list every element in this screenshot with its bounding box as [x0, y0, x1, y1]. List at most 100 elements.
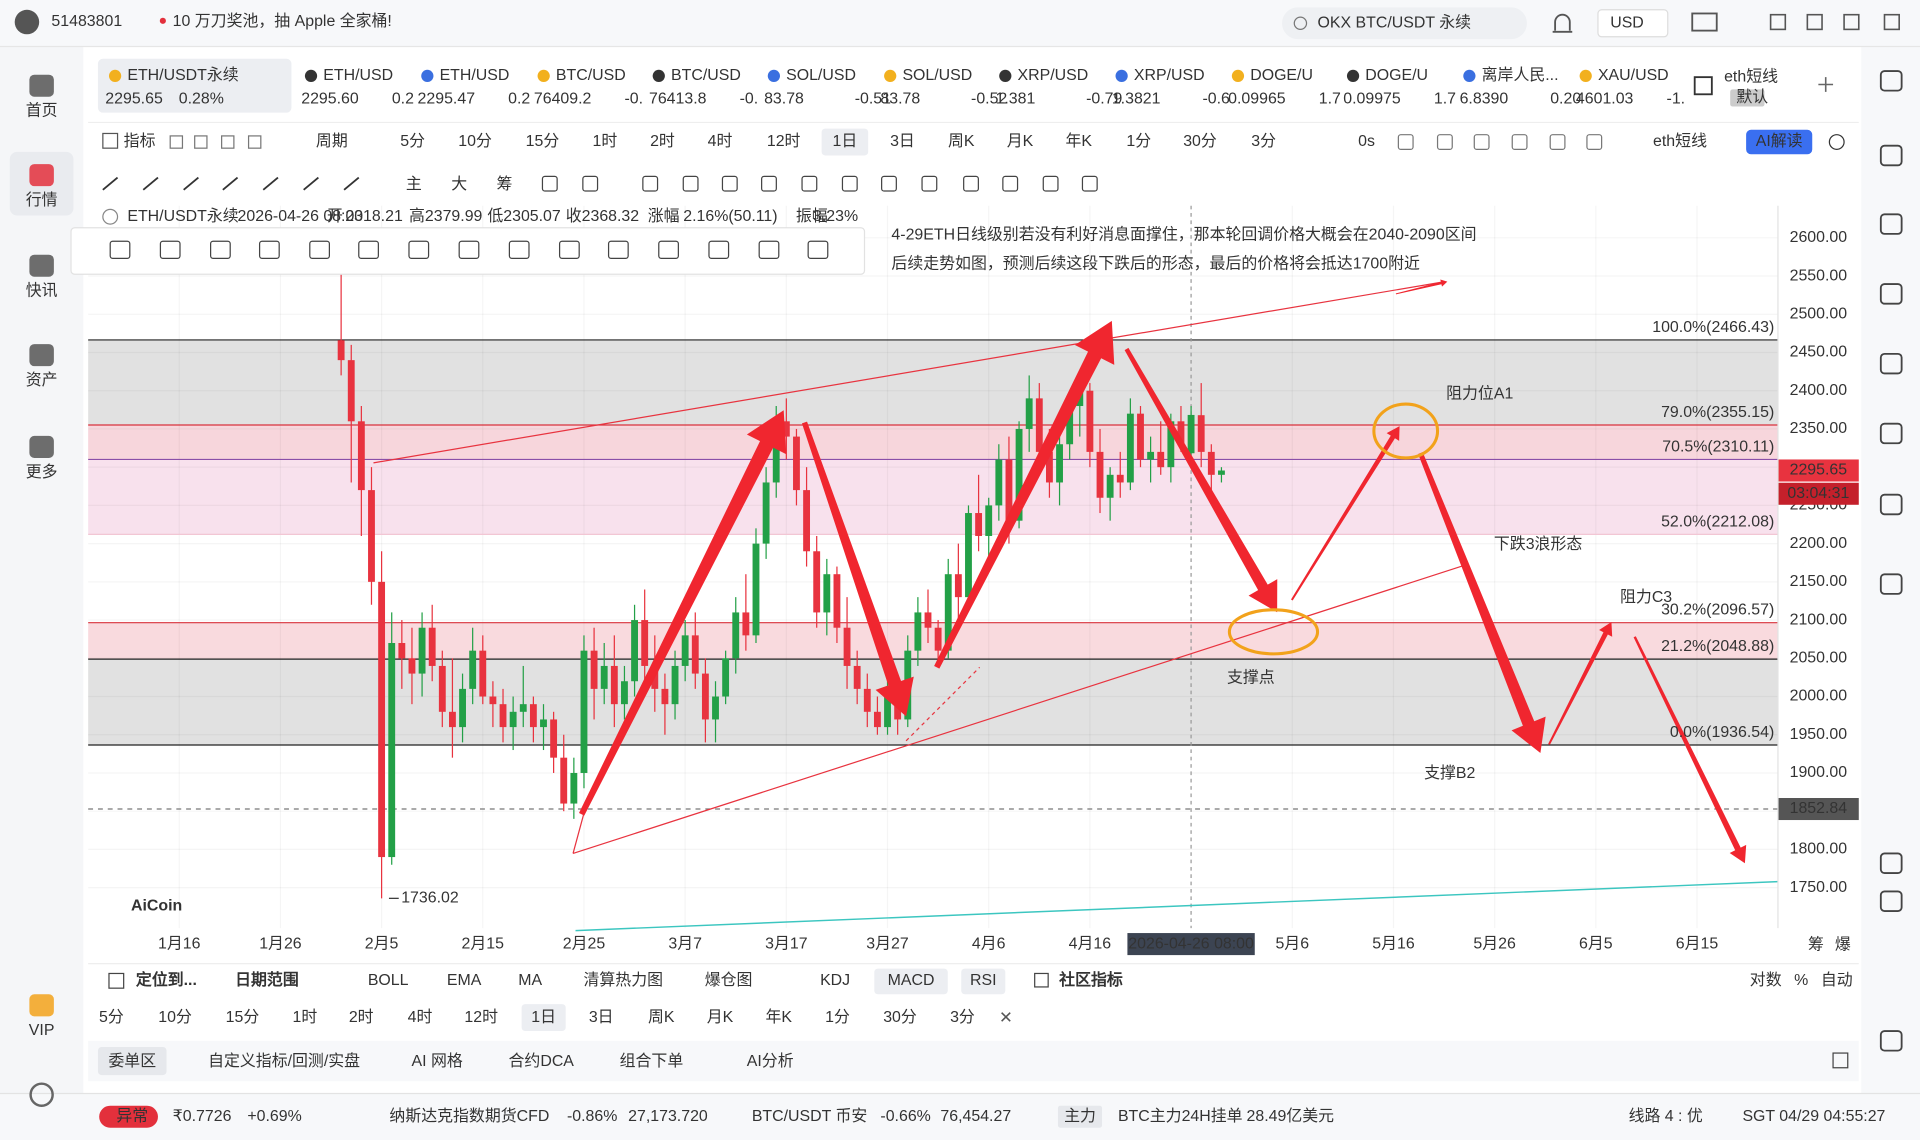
interval-button[interactable]: 1日: [531, 1009, 556, 1026]
draw-tool-icon[interactable]: [761, 175, 777, 192]
interval-button[interactable]: 10分: [458, 132, 492, 150]
side-tool-icon[interactable]: [1879, 213, 1903, 235]
corner-tab[interactable]: 筹: [1808, 936, 1824, 954]
float-tool-icon[interactable]: [258, 240, 280, 259]
interval-button[interactable]: 月K: [707, 1009, 734, 1026]
indicator-toggle[interactable]: 爆仓图: [705, 970, 753, 989]
draw-tool-text[interactable]: 大: [451, 175, 467, 193]
close-icon[interactable]: [1001, 1012, 1011, 1022]
window-control[interactable]: [1883, 13, 1900, 31]
interval-button[interactable]: 5分: [99, 1008, 124, 1026]
draw-tool-icon[interactable]: [102, 176, 119, 191]
draw-tool-text[interactable]: 主: [406, 175, 422, 193]
indicator-toggle[interactable]: MA: [518, 972, 542, 989]
interval-button[interactable]: 30分: [1183, 132, 1217, 150]
side-tool-icon[interactable]: [1879, 352, 1903, 375]
ai-button-bg[interactable]: [1746, 129, 1813, 155]
ticker-name[interactable]: DOGE/U: [1365, 67, 1428, 84]
draw-tool-icon[interactable]: [222, 176, 239, 191]
bottom-tab[interactable]: 合约DCA: [509, 1052, 575, 1070]
interval-button[interactable]: 1日: [833, 133, 858, 150]
interval-button[interactable]: 5分: [400, 132, 425, 150]
side-tool-icon[interactable]: [1879, 422, 1903, 445]
share-icon[interactable]: [1828, 134, 1845, 150]
float-tool-icon[interactable]: [807, 240, 829, 259]
interval-button[interactable]: 3日: [589, 1009, 614, 1026]
side-tool-icon[interactable]: [1879, 144, 1903, 167]
ticker-name[interactable]: DOGE/U: [1250, 67, 1313, 84]
side-tool-icon[interactable]: [1879, 70, 1903, 92]
float-tool-icon[interactable]: [210, 240, 231, 259]
indicator-toggle[interactable]: MACD: [888, 972, 935, 989]
float-tool-icon[interactable]: [358, 240, 379, 259]
info-toggle[interactable]: [102, 208, 119, 225]
draw-tool-icon[interactable]: [841, 175, 858, 192]
draw-tool-icon[interactable]: [1081, 175, 1098, 192]
interval-button[interactable]: 2时: [349, 1008, 374, 1026]
interval-button[interactable]: 1时: [593, 132, 618, 150]
side-tool-icon[interactable]: [1879, 573, 1903, 595]
float-tool-icon[interactable]: [109, 240, 131, 259]
interval-button[interactable]: 12时: [767, 132, 801, 150]
ticker-name[interactable]: ETH/USDT永续: [127, 66, 238, 84]
interval-button[interactable]: 3分: [1251, 132, 1276, 150]
interval-button[interactable]: 周K: [948, 133, 975, 150]
interval-button[interactable]: 15分: [526, 132, 560, 150]
interval-button[interactable]: 12时: [464, 1008, 498, 1026]
interval-button[interactable]: 1时: [293, 1008, 318, 1026]
ticker-name[interactable]: XAU/USD: [1598, 67, 1669, 84]
interval-button[interactable]: 15分: [226, 1008, 260, 1026]
expand-icon[interactable]: [1832, 1052, 1849, 1069]
indicator-toggle[interactable]: EMA: [447, 972, 482, 989]
bottom-tab[interactable]: 自定义指标/回测/实盘: [208, 1051, 360, 1070]
draw-tool-icon[interactable]: [582, 175, 599, 192]
bottom-tab[interactable]: AI分析: [747, 1052, 794, 1070]
bottom-tab[interactable]: 委单区: [108, 1052, 156, 1070]
interval-button[interactable]: 10分: [158, 1008, 192, 1026]
ticker-name[interactable]: BTC/USD: [556, 67, 626, 84]
interval-button[interactable]: 年K: [1066, 132, 1093, 150]
community-button[interactable]: 社区指标: [1058, 970, 1123, 989]
draw-tool-icon[interactable]: [303, 176, 319, 191]
ticker-name[interactable]: BTC/USD: [671, 67, 741, 84]
toolbar-icon[interactable]: [194, 135, 208, 149]
toolbar-icon[interactable]: [1436, 134, 1453, 150]
draw-tool-icon[interactable]: [541, 175, 558, 192]
mail-icon[interactable]: [1691, 12, 1718, 32]
ticker-name[interactable]: 离岸人民...: [1482, 66, 1559, 84]
scale-toggle[interactable]: %: [1794, 972, 1808, 989]
draw-tool-icon[interactable]: [682, 175, 699, 192]
scale-toggle[interactable]: 对数: [1750, 971, 1782, 989]
float-tool-icon[interactable]: [558, 240, 580, 259]
float-tool-icon[interactable]: [159, 240, 181, 259]
float-tool-icon[interactable]: [758, 240, 780, 259]
layout-select[interactable]: eth短线: [1653, 132, 1707, 150]
search-box[interactable]: [1282, 7, 1527, 40]
interval-button[interactable]: 2时: [650, 132, 675, 150]
indicator-toggle[interactable]: 清算热力图: [583, 970, 663, 989]
nav-item[interactable]: 更多: [26, 463, 58, 481]
network-line[interactable]: 线路 4 : 优: [1629, 1107, 1703, 1125]
toolbar-icon[interactable]: [1586, 134, 1603, 150]
float-tool-icon[interactable]: [458, 240, 480, 259]
window-control[interactable]: [1806, 13, 1823, 31]
bottom-tab[interactable]: 组合下单: [620, 1052, 684, 1070]
toolbar-icon[interactable]: [1511, 134, 1528, 150]
interval-button[interactable]: 30分: [883, 1008, 917, 1026]
interval-button[interactable]: 3日: [890, 133, 915, 150]
ticker-name[interactable]: SOL/USD: [786, 67, 856, 84]
side-tool-icon[interactable]: [1879, 852, 1903, 874]
interval-button[interactable]: 年K: [766, 1008, 793, 1026]
indicator-toggle[interactable]: RSI: [970, 972, 997, 989]
draw-tool-icon[interactable]: [1002, 175, 1019, 192]
promo-text[interactable]: 10 万刀奖池，抽 Apple 全家桶!: [173, 12, 392, 30]
toolbar-icon[interactable]: [1397, 134, 1414, 150]
add-tab[interactable]: [1818, 77, 1834, 92]
nav-item[interactable]: 快讯: [26, 282, 58, 300]
nav-item[interactable]: 首页: [26, 102, 58, 120]
float-tool-icon[interactable]: [508, 240, 530, 259]
ticker-name[interactable]: ETH/USD: [323, 67, 393, 84]
side-tool-icon[interactable]: [1879, 283, 1903, 305]
toolbar-icon[interactable]: [1549, 134, 1566, 150]
locate-button[interactable]: 定位到...: [136, 970, 197, 989]
